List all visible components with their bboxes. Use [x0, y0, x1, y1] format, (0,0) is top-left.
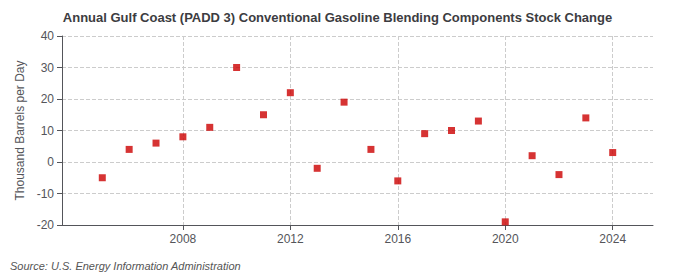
svg-text:30: 30	[41, 61, 55, 75]
svg-text:10: 10	[41, 124, 55, 138]
svg-text:20: 20	[41, 92, 55, 106]
svg-text:40: 40	[41, 29, 55, 43]
svg-text:Thousand Barrels per Day: Thousand Barrels per Day	[13, 60, 27, 200]
svg-text:Source: U.S. Energy Informatio: Source: U.S. Energy Information Administ…	[10, 260, 241, 272]
svg-text:-10: -10	[37, 187, 55, 201]
svg-text:2016: 2016	[384, 232, 411, 246]
svg-text:2008: 2008	[170, 232, 197, 246]
svg-text:0: 0	[47, 155, 54, 169]
svg-text:2020: 2020	[492, 232, 519, 246]
svg-text:Annual Gulf Coast (PADD 3) Con: Annual Gulf Coast (PADD 3) Conventional …	[63, 10, 612, 25]
svg-text:2012: 2012	[277, 232, 304, 246]
svg-text:-20: -20	[37, 218, 55, 232]
svg-text:2024: 2024	[599, 232, 626, 246]
